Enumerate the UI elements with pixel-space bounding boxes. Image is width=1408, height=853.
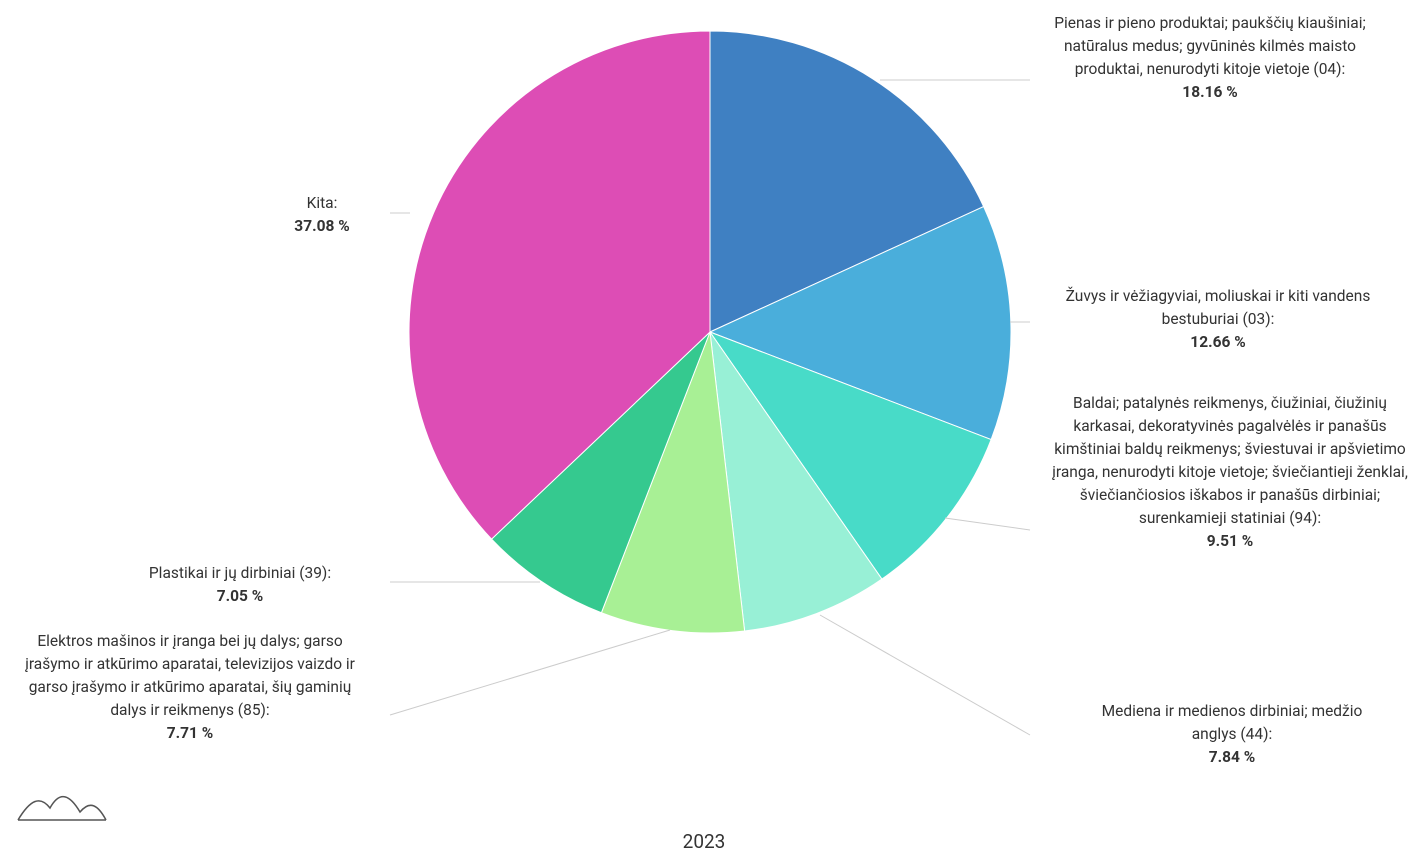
- value-label: 12.66 %: [1190, 333, 1246, 351]
- pie-slice: [708, 330, 992, 580]
- slice-label: Plastikai ir jų dirbiniai (39): 7.05 %: [95, 562, 385, 608]
- category-label: Baldai; patalynės reikmenys, čiužiniai, …: [1052, 394, 1408, 527]
- pie-slice: [709, 30, 985, 333]
- category-label: Pienas ir pieno produktai; paukščių kiau…: [1054, 14, 1366, 78]
- category-label: Kita:: [306, 194, 338, 212]
- value-label: 18.16 %: [1182, 83, 1238, 101]
- leader-line: [819, 614, 1031, 736]
- chart-caption: 2023: [682, 830, 726, 853]
- leader-line: [944, 517, 1031, 531]
- category-label: Žuvys ir vėžiagyviai, moliuskai ir kiti …: [1065, 287, 1371, 328]
- pie-slice: [490, 331, 711, 614]
- slice-label: Baldai; patalynės reikmenys, čiužiniai, …: [1050, 392, 1408, 553]
- slice-label: Žuvys ir vėžiagyviai, moliuskai ir kiti …: [1053, 285, 1383, 354]
- category-label: Elektros mašinos ir įranga bei jų dalys;…: [25, 632, 355, 719]
- value-label: 37.08 %: [294, 217, 350, 235]
- value-label: 7.05 %: [216, 587, 264, 605]
- pie-slice: [408, 30, 711, 540]
- pie-slice: [709, 331, 883, 632]
- value-label: 7.71 %: [166, 724, 214, 742]
- value-label: 7.84 %: [1208, 748, 1256, 766]
- slice-label: Pienas ir pieno produktai; paukščių kiau…: [1040, 12, 1380, 104]
- slice-label: Kita: 37.08 %: [262, 192, 382, 238]
- pie-slice: [600, 331, 746, 634]
- slice-label: Elektros mašinos ir įranga bei jų dalys;…: [18, 630, 363, 745]
- category-label: Plastikai ir jų dirbiniai (39):: [148, 564, 332, 582]
- slice-label: Mediena ir medienos dirbiniai; medžio an…: [1082, 700, 1382, 769]
- logo: [17, 796, 107, 821]
- leader-line: [389, 629, 671, 716]
- category-label: Mediena ir medienos dirbiniai; medžio an…: [1101, 702, 1363, 743]
- value-label: 9.51 %: [1206, 532, 1254, 550]
